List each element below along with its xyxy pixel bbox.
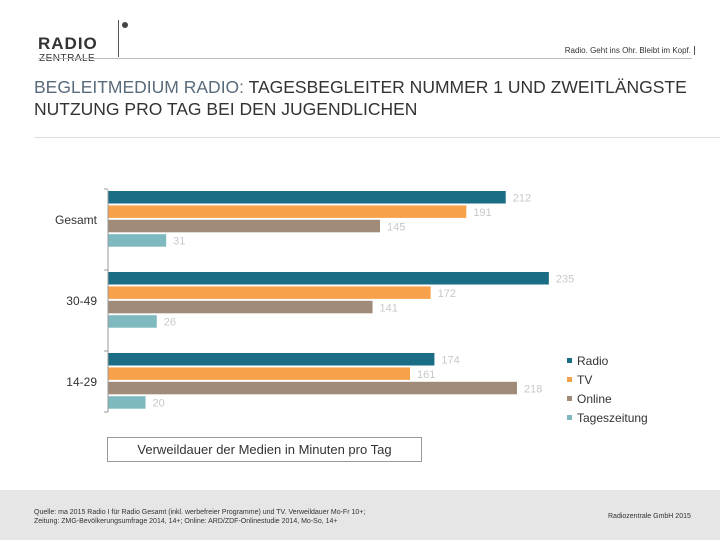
bar-chart: Gesamt 212 191 145 31 30-49 235 172 141 26 14-29 17… <box>55 188 574 413</box>
data-label-tv-1: 172 <box>438 288 456 300</box>
data-label-tageszeitung-2: 20 <box>153 398 165 410</box>
title-rest: TAGESBEGLEITER NUMMER 1 UND ZWEITLÄNGSTE… <box>34 77 687 119</box>
data-label-online-2: 218 <box>524 383 542 395</box>
logo-radio-text: RADIO <box>38 34 98 53</box>
chart-legend: Radio TV Online Tageszeitung <box>567 351 648 427</box>
footer-company: Radiozentrale GmbH 2015 <box>608 513 691 520</box>
legend-swatch <box>567 377 572 382</box>
legend-label: Radio <box>577 353 609 368</box>
bar-tv-0 <box>108 205 467 218</box>
bar-online-2 <box>108 381 517 395</box>
bar-tageszeitung-2 <box>108 396 146 409</box>
chart-caption: Verweildauer der Medien in Minuten pro T… <box>107 437 422 462</box>
data-label-tv-2: 161 <box>417 369 435 381</box>
category-label-2: 14-29 <box>66 375 97 389</box>
legend-label: TV <box>577 372 593 387</box>
bar-tv-1 <box>108 286 431 299</box>
legend-label: Tageszeitung <box>577 410 648 425</box>
category-label-1: 30-49 <box>66 294 97 308</box>
slide-title: BEGLEITMEDIUM RADIO: TAGESBEGLEITER NUMM… <box>34 76 694 120</box>
legend-item-tv: TV <box>567 370 648 389</box>
logo-bar <box>118 20 119 57</box>
legend-swatch <box>567 358 572 363</box>
header-rule <box>38 58 692 59</box>
data-label-online-1: 141 <box>380 302 398 314</box>
bar-online-0 <box>108 219 381 233</box>
title-rule <box>34 137 720 138</box>
footer: Quelle: ma 2015 Radio I für Radio Gesamt… <box>0 490 720 540</box>
bar-tageszeitung-1 <box>108 315 157 328</box>
category-label-0: Gesamt <box>55 213 98 227</box>
legend-item-tageszeitung: Tageszeitung <box>567 408 648 427</box>
footer-source-line-1: Quelle: ma 2015 Radio I für Radio Gesamt… <box>34 509 366 516</box>
data-label-tageszeitung-1: 26 <box>164 317 176 329</box>
bar-radio-2 <box>108 353 435 366</box>
footer-source-line-2: Zeitung: ZMG-Bevölkerungsumfrage 2014, 1… <box>34 518 338 525</box>
data-label-radio-0: 212 <box>513 193 531 205</box>
bar-radio-1 <box>108 272 549 285</box>
bar-tageszeitung-0 <box>108 234 167 247</box>
bar-radio-0 <box>108 191 506 204</box>
bar-tv-2 <box>108 367 411 380</box>
title-highlight: BEGLEITMEDIUM RADIO: <box>34 77 245 97</box>
legend-label: Online <box>577 391 612 406</box>
data-label-radio-1: 235 <box>556 274 574 286</box>
bar-online-1 <box>108 300 373 314</box>
data-label-online-0: 145 <box>387 221 405 233</box>
data-label-tageszeitung-0: 31 <box>173 236 185 248</box>
logo-dot <box>122 22 128 28</box>
legend-swatch <box>567 415 572 420</box>
footer-source: Quelle: ma 2015 Radio I für Radio Gesamt… <box>34 508 365 526</box>
tagline: Radio. Geht ins Ohr. Bleibt im Kopf. <box>565 46 695 55</box>
data-label-tv-0: 191 <box>473 207 491 219</box>
legend-item-online: Online <box>567 389 648 408</box>
data-label-radio-2: 174 <box>441 355 459 367</box>
legend-swatch <box>567 396 572 401</box>
legend-item-radio: Radio <box>567 351 648 370</box>
